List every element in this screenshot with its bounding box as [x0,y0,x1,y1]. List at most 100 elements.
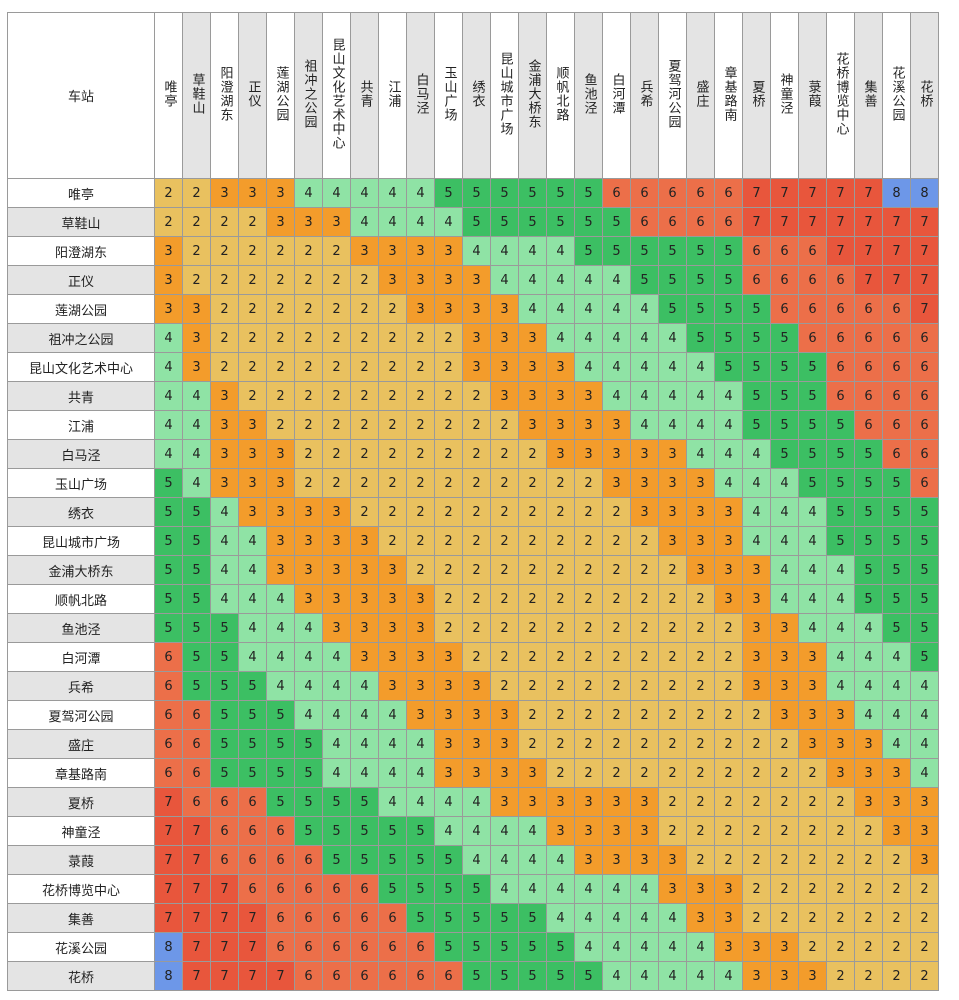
fare-cell: 2 [294,352,323,382]
fare-cell: 7 [238,961,267,991]
fare-cell: 5 [434,903,463,933]
fare-cell: 5 [518,961,547,991]
row-header: 兵希 [7,671,155,701]
fare-cell: 5 [602,207,631,237]
fare-cell: 3 [238,178,267,208]
fare-cell: 3 [910,845,939,875]
fare-cell: 6 [910,381,939,411]
fare-cell: 7 [210,932,239,962]
fare-cell: 2 [490,642,519,672]
fare-cell: 2 [462,555,491,585]
fare-cell: 4 [770,497,799,527]
fare-cell: 3 [518,352,547,382]
fare-cell: 6 [882,294,911,324]
fare-cell: 4 [154,410,183,440]
fare-cell: 2 [798,932,827,962]
fare-cell: 3 [490,323,519,353]
fare-cell: 3 [518,381,547,411]
fare-cell: 4 [658,381,687,411]
fare-cell: 3 [798,961,827,991]
fare-cell: 5 [266,729,295,759]
fare-cell: 2 [602,555,631,585]
fare-cell: 4 [854,671,883,701]
column-header: 兵希 [630,12,659,179]
fare-cell: 5 [182,497,211,527]
table-row: 正仪 3 2 2 2 2 2 2 2 3 3 3 3 4 4 4 4 4 5 5 5 5 6 6 6 6 7 7 7 [7,265,939,295]
fare-cell: 4 [462,816,491,846]
fare-cell: 4 [378,700,407,730]
fare-cell: 3 [742,961,771,991]
fare-cell: 3 [238,410,267,440]
fare-cell: 6 [770,265,799,295]
fare-cell: 5 [406,816,435,846]
fare-cell: 2 [266,381,295,411]
fare-cell: 2 [238,265,267,295]
fare-cell: 3 [854,787,883,817]
fare-cell: 5 [322,816,351,846]
fare-cell: 6 [630,207,659,237]
fare-cell: 2 [742,845,771,875]
column-header-label: 兵希 [637,79,653,108]
fare-cell: 4 [462,845,491,875]
fare-cell: 2 [546,468,575,498]
fare-cell: 3 [574,381,603,411]
fare-cell: 5 [798,352,827,382]
fare-cell: 4 [378,178,407,208]
fare-cell: 3 [798,642,827,672]
fare-cell: 7 [182,845,211,875]
fare-cell: 7 [210,903,239,933]
fare-cell: 3 [294,497,323,527]
fare-cell: 5 [406,874,435,904]
fare-cell: 3 [266,207,295,237]
fare-cell: 2 [658,729,687,759]
fare-cell: 5 [322,845,351,875]
fare-cell: 3 [686,903,715,933]
fare-cell: 3 [378,642,407,672]
fare-cell: 4 [294,642,323,672]
fare-cell: 2 [182,207,211,237]
fare-cell: 6 [854,294,883,324]
fare-cell: 4 [686,961,715,991]
fare-cell: 8 [154,932,183,962]
fare-cell: 6 [714,178,743,208]
fare-cell: 5 [294,758,323,788]
fare-cell: 4 [546,845,575,875]
fare-cell: 5 [910,584,939,614]
fare-cell: 3 [574,816,603,846]
fare-cell: 4 [434,787,463,817]
fare-cell: 2 [742,729,771,759]
fare-cell: 4 [854,613,883,643]
fare-cell: 4 [574,352,603,382]
fare-cell: 5 [266,758,295,788]
fare-cell: 2 [406,410,435,440]
fare-cell: 4 [742,526,771,556]
fare-cell: 4 [182,439,211,469]
fare-cell: 3 [714,497,743,527]
fare-cell: 3 [490,352,519,382]
fare-cell: 6 [798,323,827,353]
fare-cell: 5 [854,497,883,527]
fare-cell: 2 [462,584,491,614]
fare-cell: 4 [182,410,211,440]
row-header: 昆山城市广场 [7,526,155,556]
fare-cell: 6 [742,236,771,266]
fare-cell: 2 [742,816,771,846]
fare-cell: 3 [294,207,323,237]
fare-cell: 3 [350,584,379,614]
fare-cell: 2 [266,410,295,440]
fare-cell: 3 [770,671,799,701]
fare-cell: 4 [238,584,267,614]
row-header: 绣衣 [7,497,155,527]
fare-cell: 6 [826,352,855,382]
fare-cell: 2 [798,816,827,846]
fare-cell: 7 [154,903,183,933]
fare-cell: 6 [882,323,911,353]
fare-cell: 4 [378,729,407,759]
fare-cell: 6 [350,961,379,991]
column-header: 昆山文化艺术中心 [322,12,351,179]
fare-cell: 5 [462,903,491,933]
fare-cell: 2 [462,497,491,527]
fare-cell: 4 [910,758,939,788]
fare-cell: 2 [518,584,547,614]
fare-cell: 4 [658,932,687,962]
